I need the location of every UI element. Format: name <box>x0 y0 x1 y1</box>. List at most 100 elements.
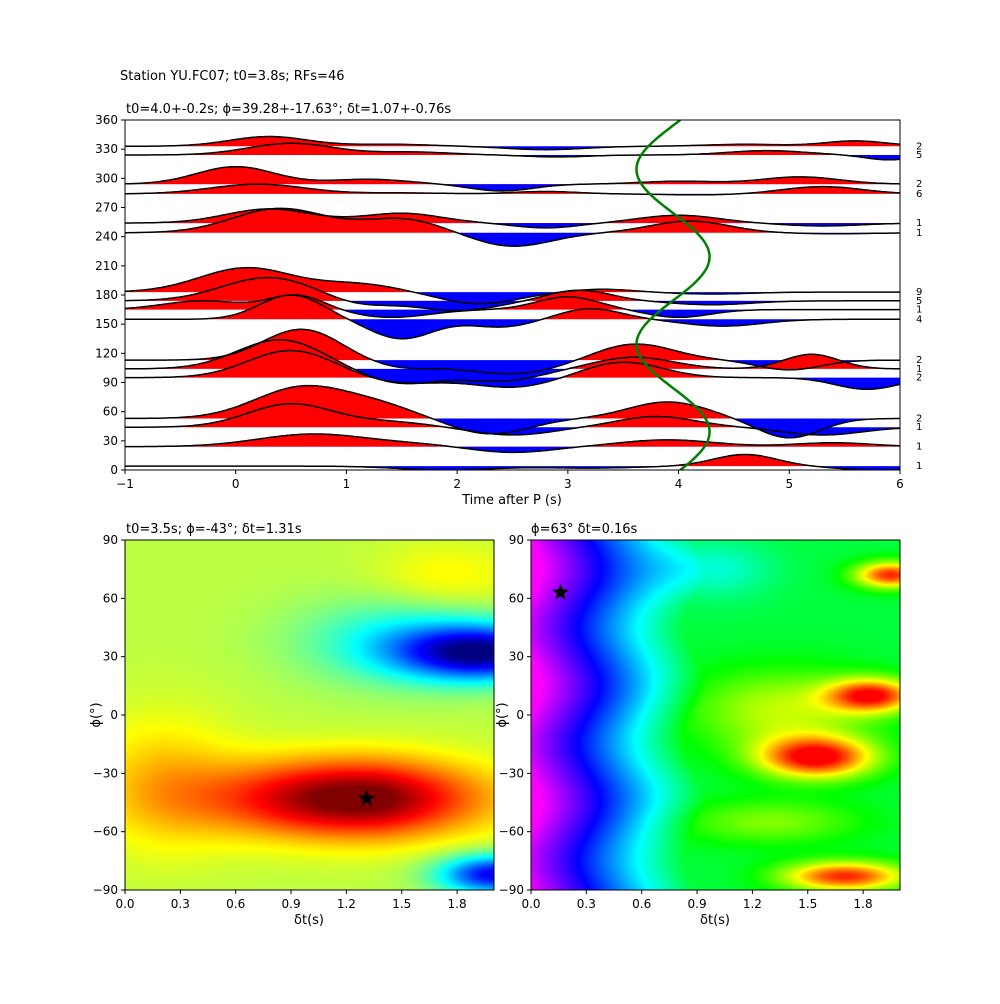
trace-negative-fill <box>125 319 900 339</box>
bin-count-label: 1 <box>916 218 922 229</box>
rf-x-axis-label: Time after P (s) <box>461 493 562 508</box>
rf-trace-line <box>125 165 900 192</box>
y-tick-label: 0 <box>110 463 118 477</box>
rf-panel-title: t0=4.0+-0.2s; ϕ=39.28+-17.63°; δt=1.07+-… <box>126 102 451 117</box>
y-tick-label: 30 <box>103 650 118 664</box>
heatmap-right-y-label: ϕ(°) <box>495 702 510 727</box>
heatmap-right-title: ϕ=63° δt=0.16s <box>531 522 638 537</box>
trace-positive-fill <box>125 277 900 301</box>
y-tick-label: 60 <box>103 405 118 419</box>
trace-positive-fill <box>125 350 900 378</box>
heatmap-right-canvas <box>531 540 900 890</box>
y-tick-label: 240 <box>95 230 118 244</box>
rf-trace-line <box>125 294 900 319</box>
trace-negative-fill <box>125 292 900 304</box>
y-tick-label: −30 <box>93 766 118 780</box>
bin-count-label: 1 <box>916 305 922 316</box>
x-tick-label: 1 <box>343 477 351 491</box>
y-tick-label: 90 <box>103 533 118 547</box>
y-tick-label: 120 <box>95 346 118 360</box>
y-tick-label: 90 <box>509 533 524 547</box>
rf-trace-line <box>125 135 900 151</box>
rf-axes: −1 0 1 2 3 4 5 60306090120150180210240270300330… <box>95 113 922 491</box>
bin-count-label: 1 <box>916 364 922 375</box>
x-tick-label: 4 <box>675 477 683 491</box>
heatmap-left-x-label: δt(s) <box>294 913 324 928</box>
y-tick-label: −60 <box>499 825 524 839</box>
heatmap-right-panel: ϕ=63° δt=0.16s 0.0 0.3 0.6 0.9 1.2 1.5 1.8 −90 −… <box>495 522 901 928</box>
x-tick-label: 1.2 <box>743 897 762 911</box>
heatmap-left-title: t0=3.5s; ϕ=-43°; δt=1.31s <box>126 522 302 537</box>
x-tick-label: 6 <box>896 477 904 491</box>
y-tick-label: −30 <box>499 766 524 780</box>
rf-trace-line <box>125 349 900 391</box>
rf-trace-line <box>125 183 900 196</box>
bin-count-label: 1 <box>916 422 922 433</box>
x-tick-label: 0.3 <box>171 897 190 911</box>
y-tick-label: 150 <box>95 317 118 331</box>
bin-count-label: 5 <box>916 150 922 161</box>
rf-trace-line <box>125 433 900 454</box>
best-fit-star-marker <box>552 583 570 600</box>
y-tick-label: −90 <box>499 883 524 897</box>
x-tick-label: 0.0 <box>521 897 540 911</box>
heatmap-right-x-label: δt(s) <box>700 913 730 928</box>
rf-trace-line <box>125 384 900 439</box>
rf-trace-line <box>125 142 900 161</box>
x-tick-label: 0.3 <box>577 897 596 911</box>
heatmap-left-y-label: ϕ(°) <box>89 702 104 727</box>
rf-trace-line <box>125 453 900 470</box>
y-tick-label: 30 <box>509 650 524 664</box>
bin-count-label: 5 <box>916 296 922 307</box>
y-tick-label: 270 <box>95 201 118 215</box>
rf-trace-line <box>125 266 900 305</box>
bin-count-label: 2 <box>916 141 922 152</box>
x-tick-label: 3 <box>564 477 572 491</box>
y-tick-label: 0 <box>110 708 118 722</box>
trace-positive-fill <box>125 403 900 428</box>
y-tick-label: 330 <box>95 142 118 156</box>
trace-positive-fill <box>125 267 900 293</box>
trace-negative-fill <box>125 184 900 191</box>
x-tick-label: 0 <box>232 477 240 491</box>
trace-negative-fill <box>125 360 900 374</box>
y-tick-label: 210 <box>95 259 118 273</box>
bin-count-label: 6 <box>916 189 922 200</box>
bin-count-label: 1 <box>916 228 922 239</box>
x-tick-label: 2 <box>453 477 461 491</box>
heatmap-right-axes: 0.0 0.3 0.6 0.9 1.2 1.5 1.8 −90 −60 −30 0 30 60 90 <box>499 533 901 911</box>
rf-traces <box>125 120 900 470</box>
x-tick-label: 0.6 <box>632 897 651 911</box>
rf-trace-line <box>125 328 900 375</box>
trace-positive-fill <box>125 143 900 155</box>
y-tick-label: 0 <box>516 708 524 722</box>
trace-positive-fill <box>125 136 900 147</box>
bin-count-label: 2 <box>916 355 922 366</box>
y-tick-label: 90 <box>103 376 118 390</box>
fit-curve <box>635 120 711 470</box>
trace-negative-fill <box>125 309 900 318</box>
trace-negative-fill <box>125 446 900 453</box>
trace-negative-fill <box>125 368 900 384</box>
heatmap-left-panel: t0=3.5s; ϕ=-43°; δt=1.31s 0.0 0.3 0.6 0.9 1.… <box>89 522 495 928</box>
bin-count-label: 4 <box>916 314 922 325</box>
trace-negative-fill <box>125 232 900 247</box>
y-tick-label: 30 <box>103 434 118 448</box>
x-tick-label: 5 <box>785 477 793 491</box>
x-tick-label: −1 <box>116 477 134 491</box>
x-tick-label: 0.6 <box>226 897 245 911</box>
trace-positive-fill <box>125 166 900 185</box>
rf-trace-line <box>125 339 900 385</box>
y-tick-label: −60 <box>93 825 118 839</box>
y-tick-label: 300 <box>95 171 118 185</box>
rf-trace-line <box>125 402 900 436</box>
rf-trace-line <box>125 276 900 312</box>
x-tick-label: 1.8 <box>854 897 873 911</box>
x-tick-label: 1.5 <box>798 897 817 911</box>
rf-trace-line <box>125 207 900 247</box>
y-tick-label: 360 <box>95 113 118 127</box>
bin-count-label: 2 <box>916 413 922 424</box>
heatmap-left-canvas <box>125 540 494 890</box>
x-tick-label: 1.5 <box>392 897 411 911</box>
